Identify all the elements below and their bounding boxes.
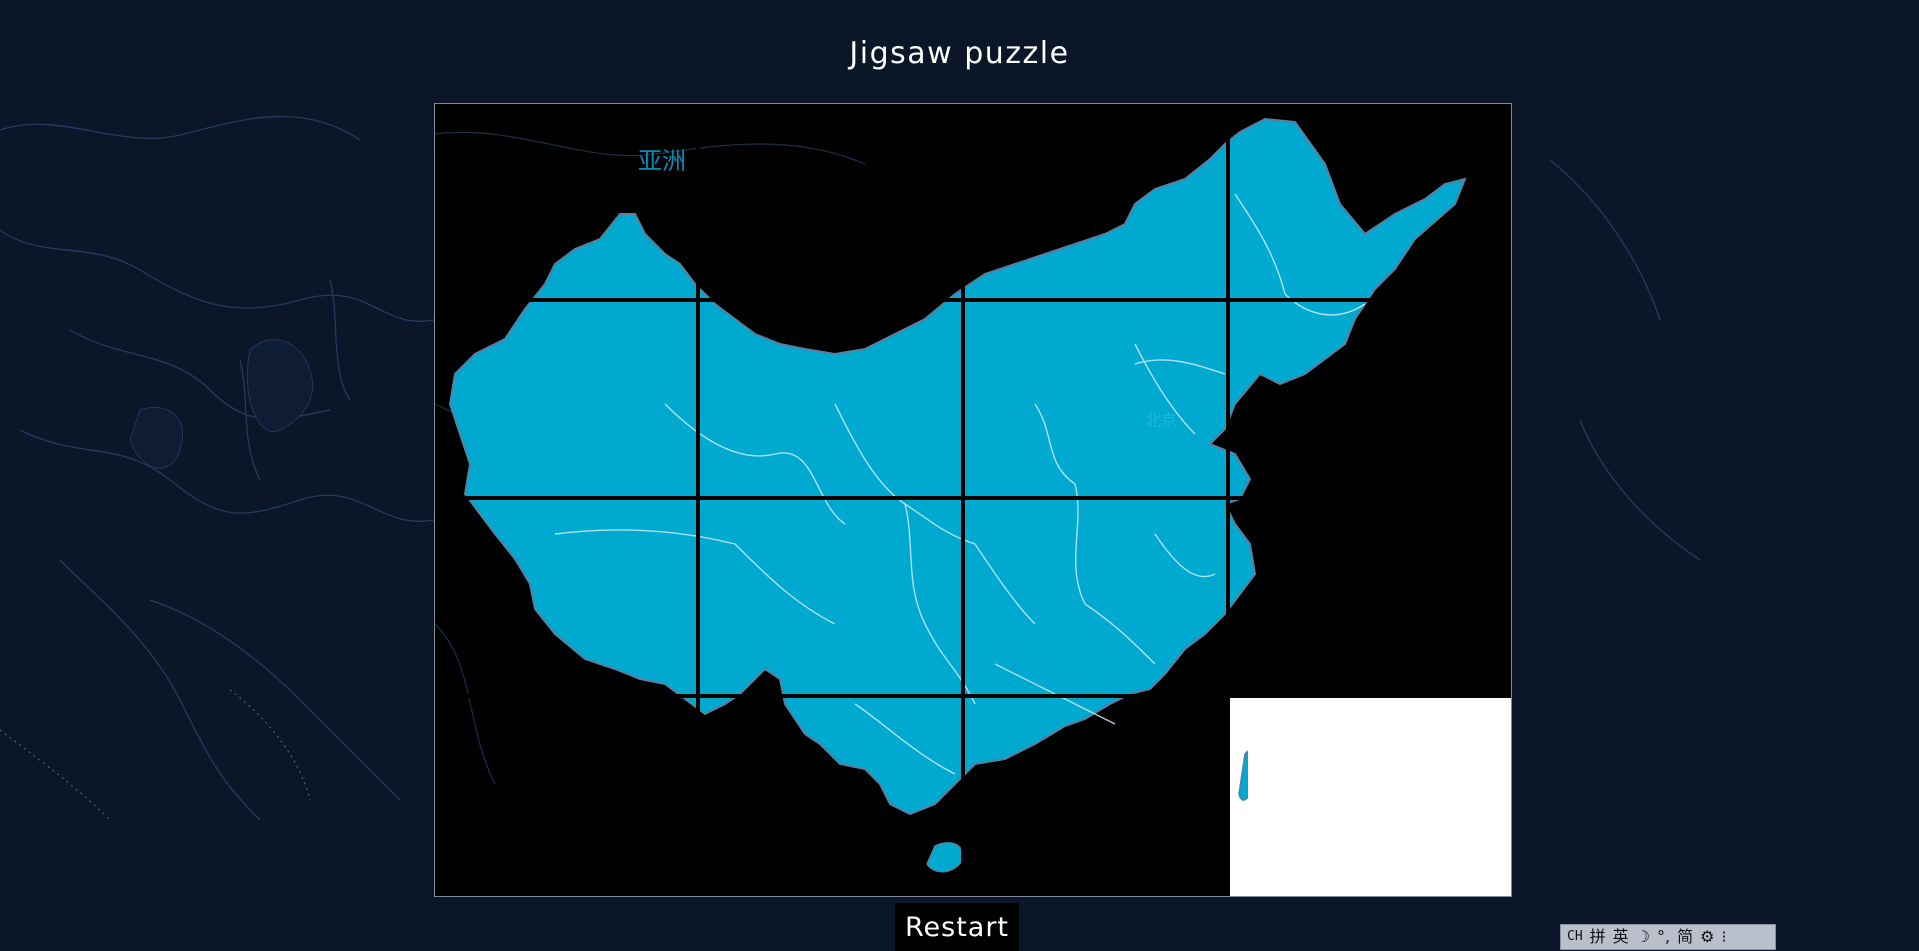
pinyin-icon[interactable]: 拼 bbox=[1589, 927, 1606, 946]
ime-toolbar[interactable]: CH 拼 英 ☽ °, 简 ⚙ ⁝ bbox=[1560, 924, 1776, 950]
settings-icon[interactable]: ⚙ bbox=[1700, 927, 1715, 946]
simplified-icon[interactable]: 简 bbox=[1677, 927, 1694, 946]
svg-text:北京: 北京 bbox=[1145, 411, 1177, 430]
restart-button[interactable]: Restart bbox=[895, 903, 1019, 951]
puzzle-board: 亚洲北京亚洲北京亚洲北京亚洲北京亚洲北京亚洲北京亚洲北京亚洲北京亚洲北京亚洲北京… bbox=[434, 103, 1512, 897]
english-mode-icon[interactable]: 英 bbox=[1612, 927, 1629, 946]
ch-indicator-icon[interactable]: CH bbox=[1567, 929, 1583, 944]
page-title: Jigsaw puzzle bbox=[849, 36, 1070, 71]
punctuation-icon[interactable]: °, bbox=[1657, 927, 1671, 946]
half-width-icon[interactable]: ☽ bbox=[1635, 927, 1651, 946]
svg-text:亚洲: 亚洲 bbox=[638, 147, 686, 175]
more-icon[interactable]: ⁝ bbox=[1721, 927, 1727, 946]
